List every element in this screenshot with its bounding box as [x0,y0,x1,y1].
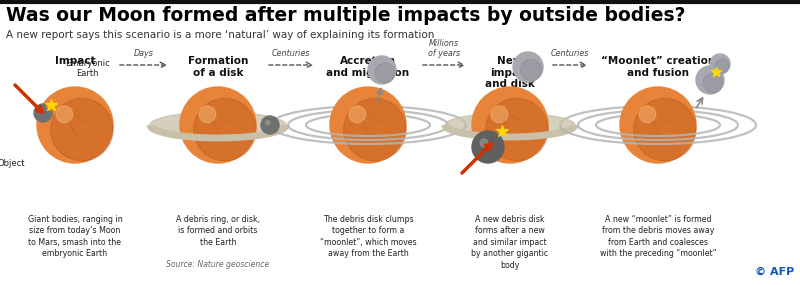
Circle shape [180,87,256,163]
Circle shape [715,59,729,73]
Text: A new report says this scenario is a more ‘natural’ way of explaining its format: A new report says this scenario is a mor… [6,30,434,40]
Text: Millions
of years: Millions of years [428,38,460,58]
Text: “Moonlet” creation
and fusion: “Moonlet” creation and fusion [601,56,715,78]
Circle shape [696,66,724,94]
Circle shape [199,106,216,123]
Circle shape [368,56,396,84]
Text: Days: Days [134,49,154,58]
Text: Source: Nature geoscience: Source: Nature geoscience [166,260,270,269]
Circle shape [38,109,43,113]
Circle shape [261,116,279,134]
Circle shape [710,54,730,74]
Text: New
impact
and disk: New impact and disk [485,56,535,89]
Text: A new debris disk
forms after a new
and similar impact
by another gigantic
body: A new debris disk forms after a new and … [471,215,549,270]
Circle shape [50,98,113,161]
Ellipse shape [150,112,286,138]
Ellipse shape [445,113,575,137]
Text: Giant bodies, ranging in
size from today’s Moon
to Mars, smash into the
embryoni: Giant bodies, ranging in size from today… [28,215,122,258]
Circle shape [480,139,488,147]
Circle shape [34,104,52,122]
Text: Was our Moon formed after multiple impacts by outside bodies?: Was our Moon formed after multiple impac… [6,6,686,25]
Circle shape [472,87,548,163]
Circle shape [620,87,696,163]
Text: A new “moonlet” is formed
from the debris moves away
from Earth and coalesces
wi: A new “moonlet” is formed from the debri… [600,215,716,258]
Circle shape [344,98,406,161]
Text: Formation
of a disk: Formation of a disk [188,56,248,78]
Text: The debris disk clumps
together to form a
“moonlet”, which moves
away from the E: The debris disk clumps together to form … [320,215,416,258]
Circle shape [266,121,270,125]
Circle shape [639,106,656,123]
Circle shape [37,87,113,163]
Text: A debris ring, or disk,
is formed and orbits
the Earth: A debris ring, or disk, is formed and or… [176,215,260,247]
Text: © AFP: © AFP [754,267,794,277]
Circle shape [194,98,256,161]
Circle shape [375,63,394,83]
Circle shape [521,60,542,80]
Circle shape [56,106,73,123]
Text: Accretion
and migration: Accretion and migration [326,56,410,78]
Circle shape [634,98,696,161]
Circle shape [349,106,366,123]
Circle shape [491,106,508,123]
Circle shape [486,98,548,161]
Circle shape [330,87,406,163]
Text: Centuries: Centuries [551,49,589,58]
Circle shape [513,52,543,82]
Text: Centuries: Centuries [272,49,310,58]
Circle shape [703,73,722,93]
Circle shape [472,131,504,163]
Text: Embryonic
Earth: Embryonic Earth [65,59,110,78]
Text: Impact: Impact [54,56,95,66]
Text: Object: Object [0,158,25,168]
